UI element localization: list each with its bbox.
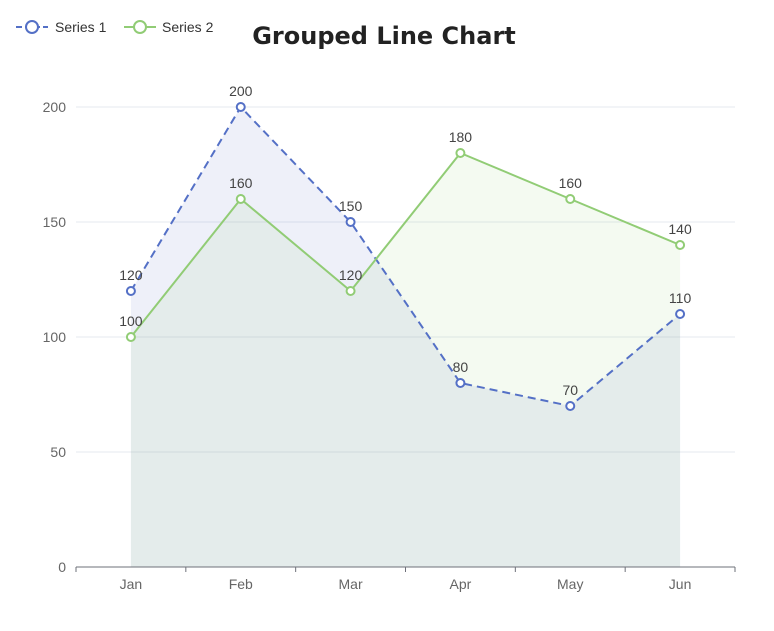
series-2-point-mar[interactable] <box>345 286 356 296</box>
legend-marker-series-1 <box>25 20 39 34</box>
y-tick-label: 200 <box>43 99 67 115</box>
series-2-point-may[interactable] <box>565 194 576 204</box>
x-tick-label-feb: Feb <box>229 576 253 592</box>
series-1-point-apr[interactable] <box>455 378 466 388</box>
series-1-point-may[interactable] <box>565 401 576 411</box>
series-2-label-jun: 140 <box>668 221 692 237</box>
series-2-point-feb[interactable] <box>235 194 246 204</box>
series-1-point-feb[interactable] <box>235 102 246 112</box>
series-1-label-jan: 120 <box>119 267 143 283</box>
series-1-label-may: 70 <box>562 382 578 398</box>
legend-marker-series-2 <box>133 20 147 34</box>
legend-item-series-1[interactable]: Series 1 <box>16 19 107 35</box>
legend-item-series-2[interactable]: Series 2 <box>124 19 214 35</box>
series-2-point-jun[interactable] <box>675 240 686 250</box>
legend: Series 1 Series 2 <box>16 19 214 35</box>
legend-label-series-1: Series 1 <box>55 19 107 35</box>
series-2-point-apr[interactable] <box>455 148 466 158</box>
x-tick-label-mar: Mar <box>339 576 363 592</box>
series-1-point-jan[interactable] <box>125 286 136 296</box>
series-1-line <box>130 106 681 407</box>
y-tick-label: 100 <box>43 329 67 345</box>
series-2-area <box>130 153 681 567</box>
series-2-label-may: 160 <box>559 175 583 191</box>
series-2-line <box>130 152 681 338</box>
series-areas <box>130 107 681 567</box>
series-1-point-jun[interactable] <box>675 309 686 319</box>
legend-label-series-2: Series 2 <box>162 19 214 35</box>
y-tick-label: 50 <box>50 444 66 460</box>
y-tick-label: 150 <box>43 214 67 230</box>
series-2-label-jan: 100 <box>119 313 143 329</box>
chart-title: Grouped Line Chart <box>252 22 516 50</box>
series-1-label-feb: 200 <box>229 83 253 99</box>
series-1-point-mar[interactable] <box>345 217 356 227</box>
axes: 0 50 100 150 200 Jan Feb Mar Apr May Jun <box>43 99 736 592</box>
x-tick-label-jun: Jun <box>669 576 692 592</box>
series-1-label-mar: 150 <box>339 198 363 214</box>
x-tick-label-apr: Apr <box>450 576 472 592</box>
x-tick-label-jan: Jan <box>120 576 143 592</box>
y-tick-label: 0 <box>58 559 66 575</box>
series-1-label-apr: 80 <box>453 359 469 375</box>
series-2-label-mar: 120 <box>339 267 363 283</box>
series-lines <box>130 106 681 407</box>
series-2-label-apr: 180 <box>449 129 473 145</box>
data-labels: 120 200 150 80 70 110 100 160 120 180 160 140 <box>119 83 692 398</box>
data-points <box>125 102 686 411</box>
series-2-label-feb: 160 <box>229 175 253 191</box>
series-2-point-jan[interactable] <box>125 332 136 342</box>
x-tick-label-may: May <box>557 576 583 592</box>
series-1-label-jun: 110 <box>669 290 692 306</box>
